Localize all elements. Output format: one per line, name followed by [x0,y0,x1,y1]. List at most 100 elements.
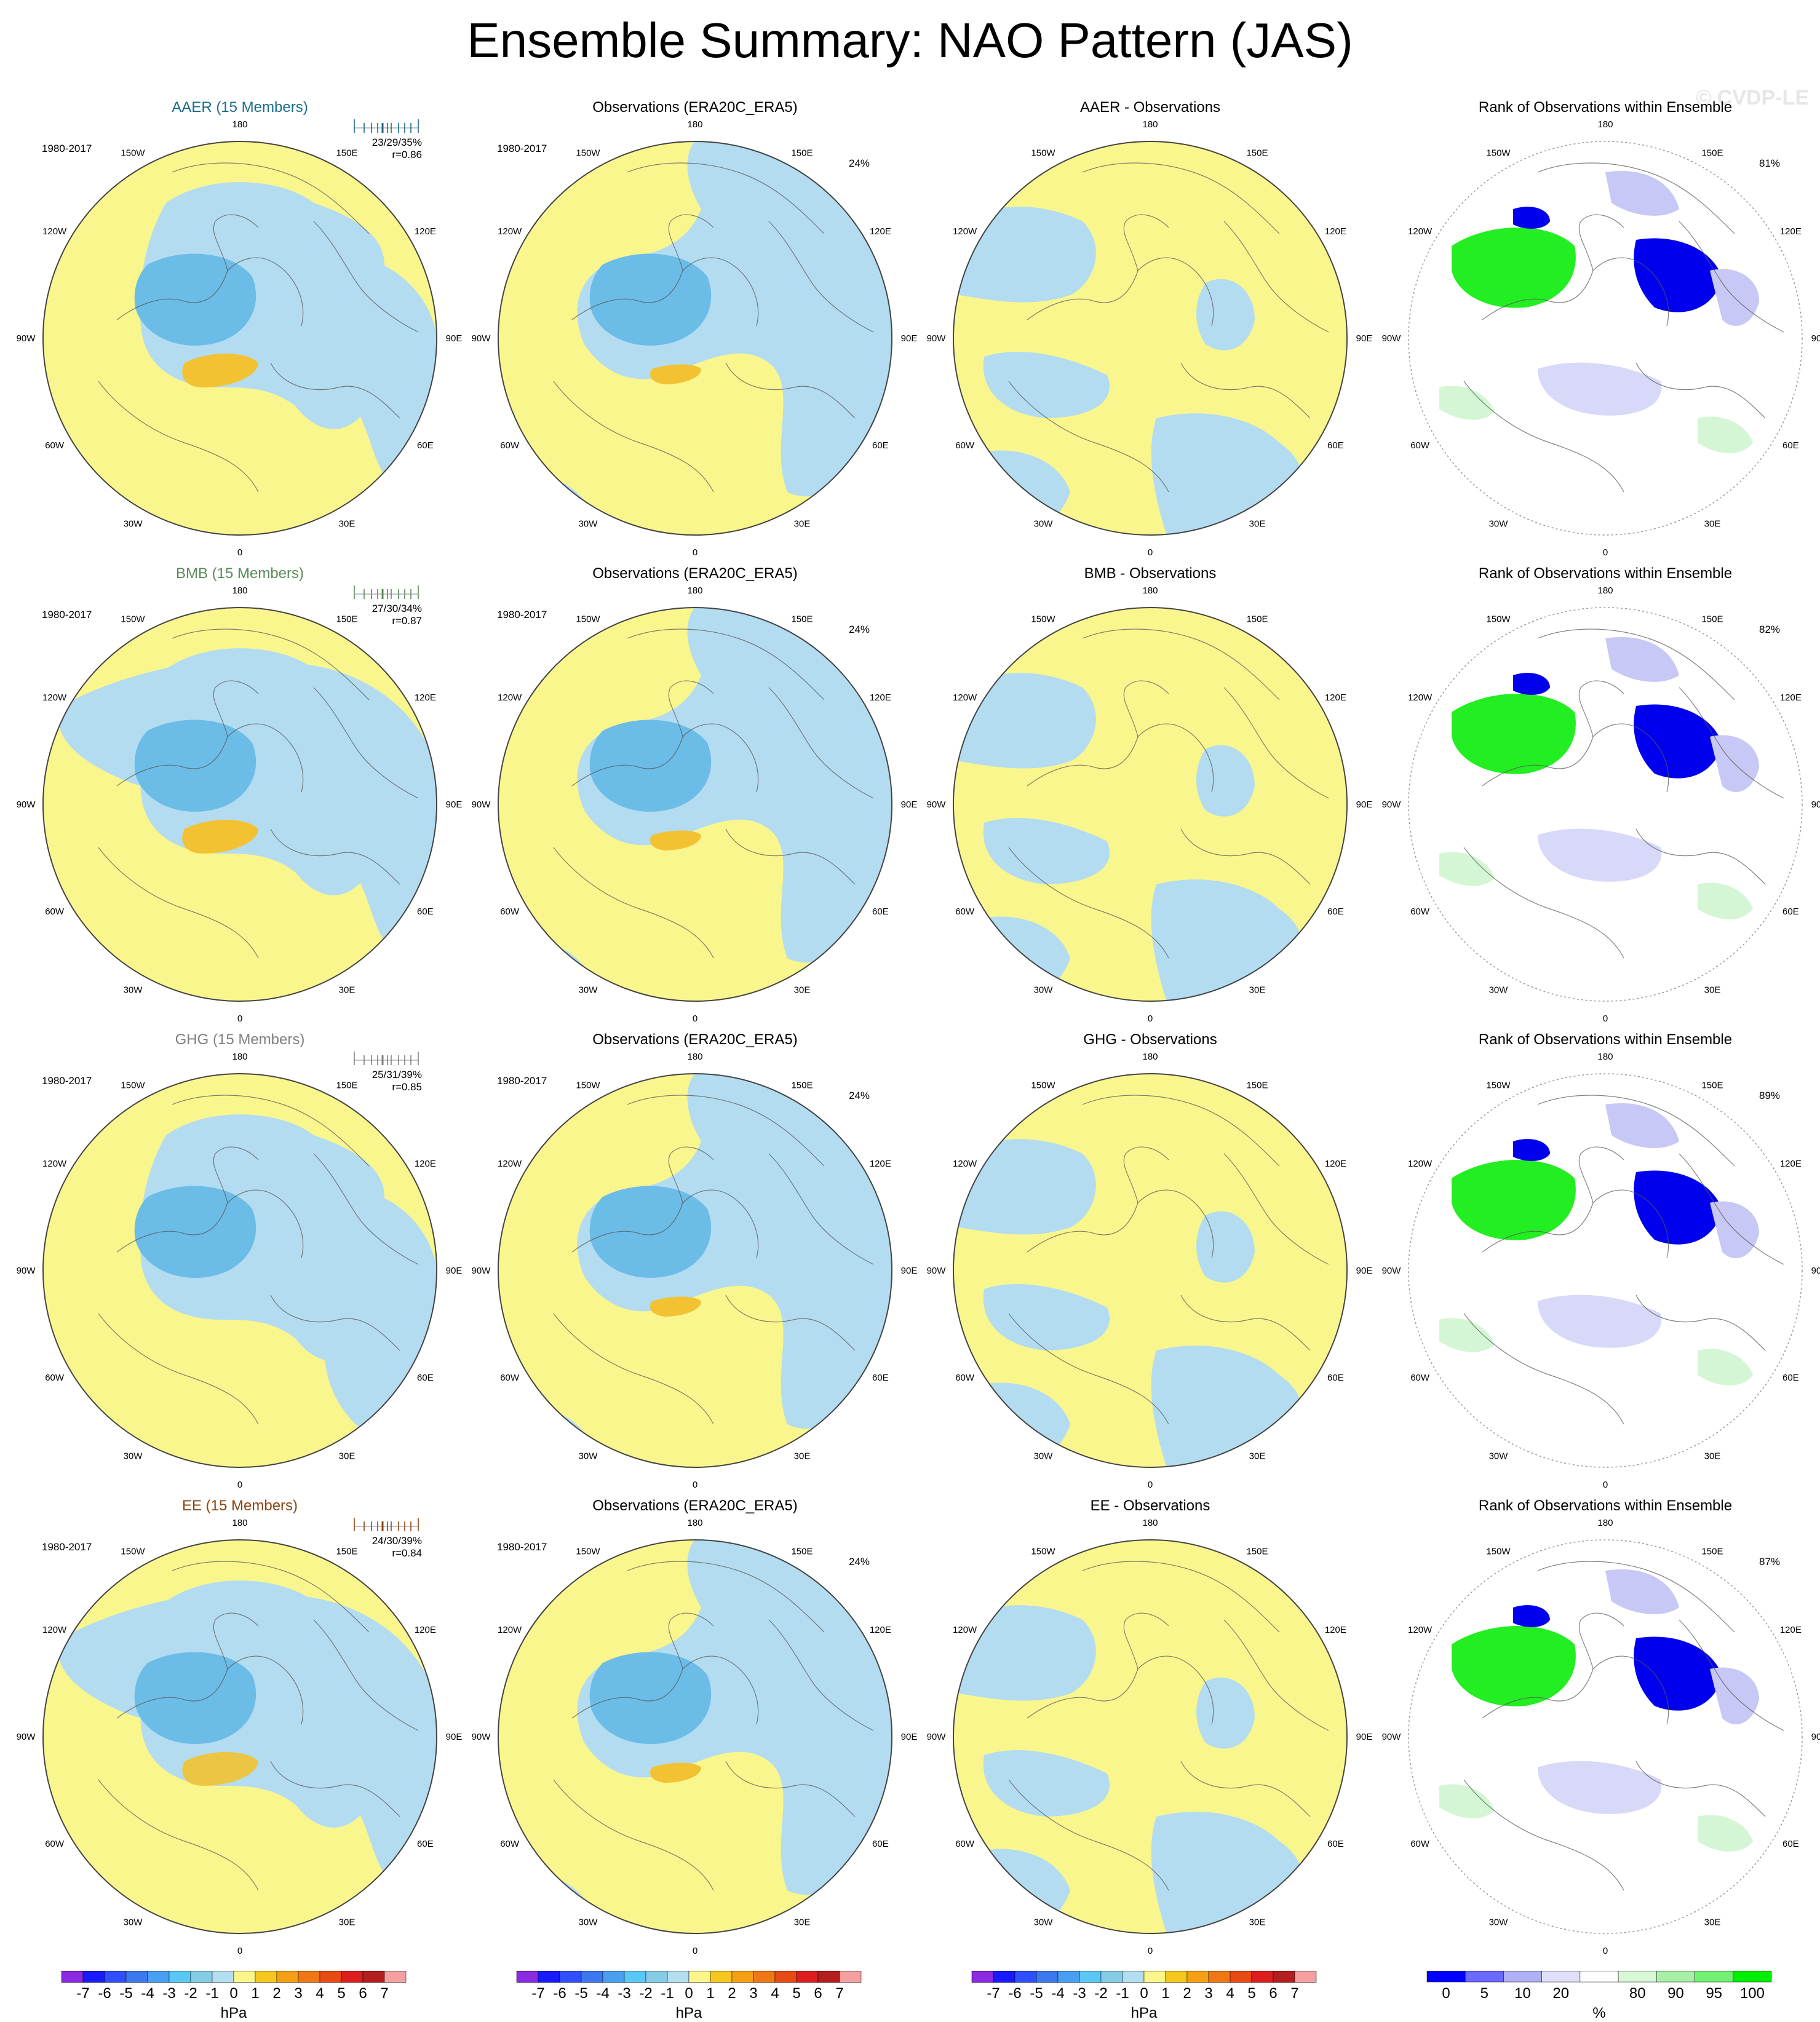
colorbar-svg: -7 -6 -5 -4 -3 -2 -1 0 1 2 3 4 5 6 7 [516,1970,862,2002]
map-boundary [1408,607,1803,1002]
longitude-label: 90W [927,1732,947,1742]
longitude-label: 120E [1780,226,1802,237]
colorbar-unit: hPa [675,2005,702,2021]
colorbar-swatch [796,1970,819,1983]
longitude-label: 60W [955,1373,975,1383]
panel-title: Rank of Observations within Ensemble [1478,1031,1733,1048]
longitude-label: 120E [1325,692,1346,703]
colorbar-swatch [190,1970,213,1983]
colorbar-swatch [581,1970,603,1983]
contour-region [308,1186,437,1412]
contour-region [1452,1160,1576,1240]
longitude-label: 0 [1148,547,1153,558]
colorbar-tick-label: -7 [987,1985,999,2002]
longitude-label: 120W [953,692,977,703]
longitude-label: 150E [1246,148,1268,159]
longitude-label: 0 [693,1013,697,1024]
contour-region [308,253,437,480]
colorbar-swatch [276,1970,299,1983]
colorbar-swatch [710,1970,733,1983]
colorbar-svg: 0 5 10 20 80 90 95 100 [1426,1970,1772,2002]
panel-title: BMB - Observations [1084,565,1217,582]
colorbar-swatch [255,1970,277,1983]
longitude-label: 150W [1031,1547,1055,1557]
colorbar-hpa-1: -7 -6 -5 -4 -3 -2 -1 0 1 2 3 4 5 6 7 hPa [55,1970,412,2022]
longitude-label: 60W [500,906,520,917]
contour-region [1698,1349,1753,1386]
longitude-label: 60W [45,440,65,451]
longitude-label: 150E [1701,614,1723,625]
variance-percent: 89% [1759,1090,1781,1101]
ensemble-stats: 23/29/35% r=0.86 [372,137,422,161]
longitude-label: 90W [472,799,491,810]
longitude-label: 60E [872,906,889,917]
colorbar-tick-label: -2 [1094,1985,1107,2002]
colorbar-swatch [1580,1970,1619,1983]
colorbar-swatch [993,1970,1015,1983]
longitude-label: 30W [124,518,143,529]
colorbar-tick-label: 5 [337,1985,345,2002]
colorbar-swatch [516,1970,539,1983]
longitude-label: 90W [17,799,36,810]
longitude-label: 90E [446,1266,463,1276]
longitude-label: 0 [693,1946,697,1956]
colorbar-tick-label: 4 [1226,1985,1234,2002]
variance-percent: 82% [1759,624,1781,635]
contour-region [983,1750,1110,1817]
colorbar-swatch [1014,1970,1037,1983]
longitude-label: 30E [1704,1917,1721,1927]
map-panel-observations: Observations (ERA20C_ERA5) 180 150E 120E 90E… [472,565,918,1032]
longitude-label: 30E [339,985,356,995]
longitude-label: 180 [1142,1052,1158,1062]
panel-title: EE (15 Members) [181,1497,298,1514]
longitude-label: 30E [794,518,811,529]
longitude-label: 30W [124,1451,143,1461]
ensemble-stats: 27/30/34% r=0.87 [372,603,422,627]
longitude-label: 180 [232,1518,247,1528]
map-boundary [953,1539,1348,1934]
map-boundary [42,1073,437,1468]
longitude-label: 60E [417,1373,434,1383]
longitude-label: 180 [232,119,247,130]
colorbar-tick-label: -4 [1051,1985,1064,2002]
longitude-label: 150E [791,148,813,159]
longitude-label: 90W [472,1266,491,1276]
longitude-label: 180 [1597,1518,1613,1528]
ensemble-stats: 25/31/39% r=0.85 [372,1069,422,1093]
period-label: 1980-2017 [42,609,92,620]
longitude-label: 120E [1780,1625,1802,1635]
colorbar-tick-label: 4 [771,1985,779,2002]
polar-map: 180 150E 120E 90E 60E 30E 0 30W 60W 90W 120W 150W [17,585,463,1024]
contour-region [1538,1294,1662,1348]
contour-region [134,1652,256,1744]
longitude-label: 120W [1408,1159,1433,1169]
member-spread-bar [354,585,419,599]
longitude-label: 120W [1408,226,1433,237]
colorbar-unit: % [1592,2005,1606,2021]
longitude-label: 150E [1246,1547,1268,1557]
colorbar-tick-label: 5 [1247,1985,1255,2002]
longitude-label: 90E [1811,1266,1820,1276]
colorbar-swatch [1541,1970,1581,1983]
map-panel-difference: BMB - Observations 180 150E 120E 90E 60E 30E 0 3… [927,565,1373,1032]
longitude-label: 150W [1486,148,1511,159]
panel-title: Observations (ERA20C_ERA5) [592,1031,798,1048]
longitude-label: 60E [1782,1373,1799,1383]
colorbar-tick-label: 5 [792,1985,800,2002]
map-boundary [1408,1073,1803,1468]
longitude-label: 120W [42,226,67,237]
longitude-label: 120W [1408,1625,1433,1635]
contour-region [1452,1626,1576,1707]
longitude-label: 0 [1148,1946,1153,1956]
colorbar-tick-label: -1 [661,1985,674,2002]
contour-region [1452,694,1576,774]
map-panel-ensemble: AAER (15 Members) 180 150E 120E 90E 60E 30E 0 30… [17,98,463,566]
main-title: Ensemble Summary: NAO Pattern (JAS) [467,13,1353,68]
contour-region [1634,1636,1722,1711]
colorbar-tick-label: 6 [1269,1985,1277,2002]
contour-region [1605,171,1679,216]
longitude-label: 150W [1031,1080,1055,1091]
polar-map: 180 150E 120E 90E 60E 30E 0 30W 60W 90W 120W 150W [1382,1052,1820,1490]
colorbar-swatch [1122,1970,1145,1983]
longitude-label: 30E [794,985,811,995]
